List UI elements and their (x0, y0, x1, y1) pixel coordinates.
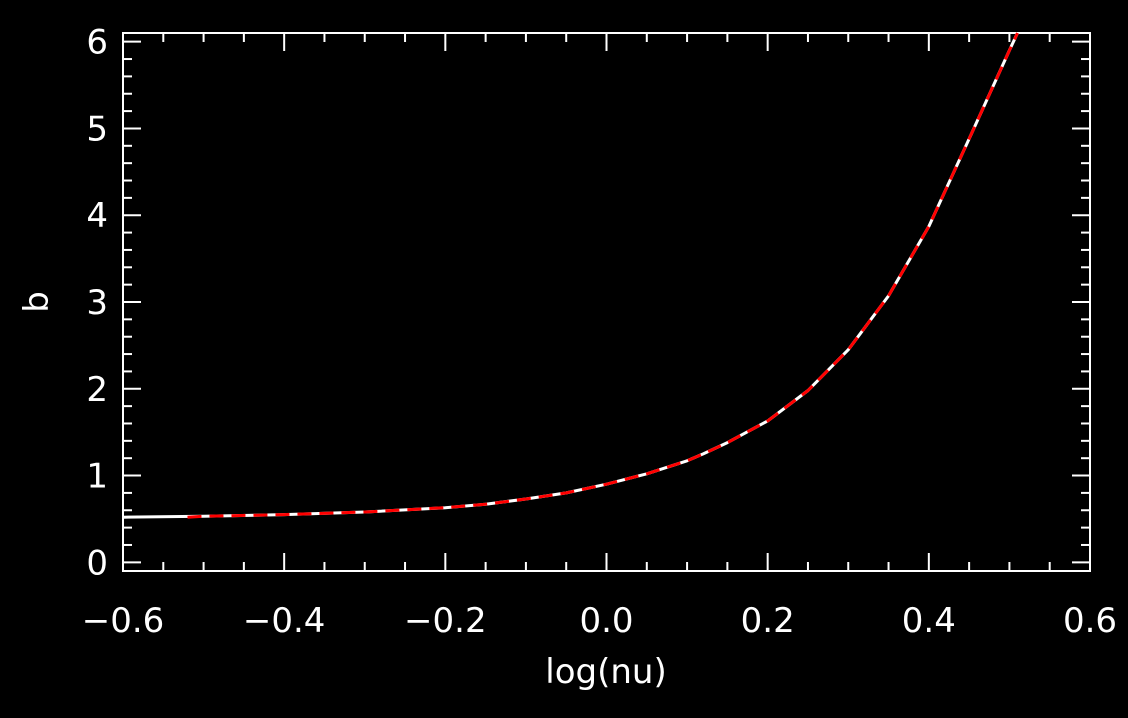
y-axis-label: b (17, 291, 57, 313)
x-ticks (122, 33, 1091, 571)
x-tick-label: −0.2 (404, 601, 487, 641)
red-dashed-series-line (187, 32, 1019, 519)
y-tick-label: 5 (86, 109, 108, 149)
x-tick-label: 0.6 (1063, 601, 1117, 641)
white-solid-series-line (122, 32, 1019, 519)
x-tick-label: −0.4 (243, 601, 326, 641)
y-tick-label: 3 (86, 283, 108, 323)
x-tick-label: 0.2 (741, 601, 795, 641)
y-tick-label: 6 (86, 23, 108, 63)
y-tick-labels: 0 1 2 3 4 5 6 (86, 23, 108, 584)
x-tick-label: 0.0 (579, 601, 633, 641)
x-tick-label: 0.4 (902, 601, 956, 641)
x-axis-label: log(nu) (545, 652, 666, 692)
y-tick-label: 4 (86, 196, 108, 236)
y-ticks (123, 40, 1090, 564)
series-layer (122, 32, 1019, 519)
y-tick-label: 2 (86, 370, 108, 410)
x-tick-label: −0.6 (82, 601, 165, 641)
y-tick-label: 1 (86, 457, 108, 497)
y-tick-label: 0 (86, 543, 108, 583)
plot-frame (122, 32, 1091, 572)
x-tick-labels: −0.6 −0.4 −0.2 0.0 0.2 0.4 0.6 (82, 601, 1117, 641)
